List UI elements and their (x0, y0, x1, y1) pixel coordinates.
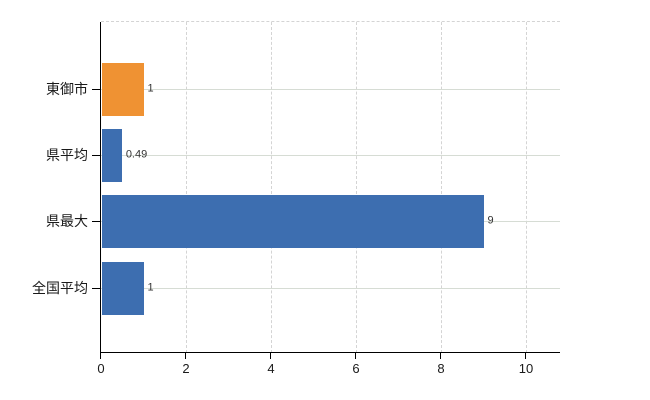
x-axis-tick (355, 353, 357, 359)
bar-value-label: 1 (147, 281, 154, 294)
x-axis-tick (185, 353, 187, 359)
bar (101, 261, 144, 315)
bar (101, 62, 144, 116)
gridline-vertical (526, 22, 527, 353)
plot-top-border (101, 21, 560, 22)
x-tick-label: 4 (267, 361, 275, 376)
bar (101, 194, 484, 248)
y-axis-tick (92, 89, 101, 90)
gridline-vertical (271, 22, 272, 353)
gridline-horizontal (101, 155, 560, 156)
x-tick-label: 8 (437, 361, 445, 376)
x-axis-tick (440, 353, 442, 359)
bar-value-label: 0.49 (125, 148, 148, 161)
gridline-horizontal (101, 288, 560, 289)
x-axis-tick (270, 353, 272, 359)
x-axis-tick (100, 353, 102, 359)
y-axis-tick (92, 155, 101, 156)
y-axis-tick (92, 221, 101, 222)
x-tick-label: 2 (182, 361, 190, 376)
bar (101, 128, 122, 182)
y-axis-tick (92, 288, 101, 289)
x-axis-tick (525, 353, 527, 359)
category-label: 県最大 (46, 213, 88, 229)
gridline-vertical (356, 22, 357, 353)
gridline-horizontal (101, 89, 560, 90)
x-axis-line (99, 351, 560, 353)
y-axis-line (99, 22, 101, 355)
category-label: 全国平均 (32, 280, 88, 296)
x-tick-label: 6 (352, 361, 360, 376)
category-label: 東御市 (46, 81, 88, 97)
gridline-vertical (186, 22, 187, 353)
x-tick-label: 0 (97, 361, 105, 376)
gridline-vertical (441, 22, 442, 353)
bar-value-label: 9 (487, 214, 494, 227)
category-label: 県平均 (46, 147, 88, 163)
bar-value-label: 1 (147, 82, 154, 95)
x-tick-label: 10 (518, 361, 534, 376)
